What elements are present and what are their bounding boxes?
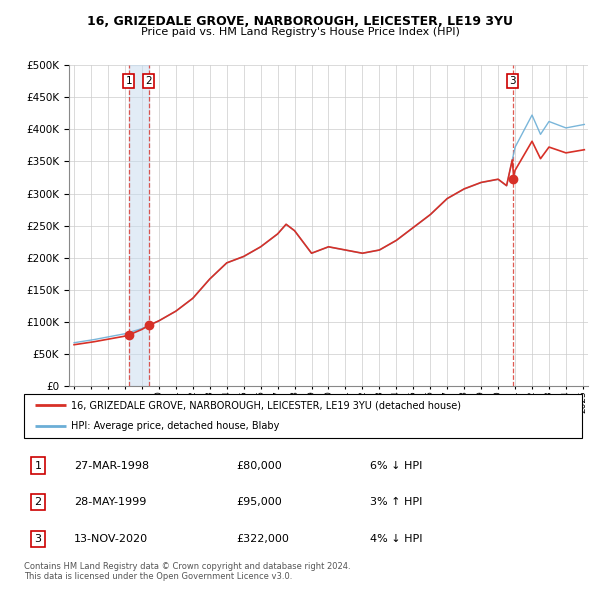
Text: 13-NOV-2020: 13-NOV-2020 <box>74 534 148 544</box>
Text: 1: 1 <box>34 461 41 470</box>
Text: £95,000: £95,000 <box>236 497 282 507</box>
Text: 3: 3 <box>34 534 41 544</box>
Text: 3% ↑ HPI: 3% ↑ HPI <box>370 497 422 507</box>
Text: £80,000: £80,000 <box>236 461 282 470</box>
Text: 4% ↓ HPI: 4% ↓ HPI <box>370 534 422 544</box>
Text: 1: 1 <box>125 76 132 86</box>
Bar <box>129 65 149 386</box>
Text: 16, GRIZEDALE GROVE, NARBOROUGH, LEICESTER, LE19 3YU (detached house): 16, GRIZEDALE GROVE, NARBOROUGH, LEICEST… <box>71 401 461 411</box>
Text: HPI: Average price, detached house, Blaby: HPI: Average price, detached house, Blab… <box>71 421 280 431</box>
Text: 28-MAY-1999: 28-MAY-1999 <box>74 497 146 507</box>
Text: 2: 2 <box>34 497 41 507</box>
Text: 16, GRIZEDALE GROVE, NARBOROUGH, LEICESTER, LE19 3YU: 16, GRIZEDALE GROVE, NARBOROUGH, LEICEST… <box>87 15 513 28</box>
Text: 6% ↓ HPI: 6% ↓ HPI <box>370 461 422 470</box>
Text: This data is licensed under the Open Government Licence v3.0.: This data is licensed under the Open Gov… <box>24 572 292 581</box>
Text: 27-MAR-1998: 27-MAR-1998 <box>74 461 149 470</box>
Text: £322,000: £322,000 <box>236 534 289 544</box>
Text: 2: 2 <box>146 76 152 86</box>
Text: 3: 3 <box>509 76 516 86</box>
Text: Price paid vs. HM Land Registry's House Price Index (HPI): Price paid vs. HM Land Registry's House … <box>140 27 460 37</box>
Text: Contains HM Land Registry data © Crown copyright and database right 2024.: Contains HM Land Registry data © Crown c… <box>24 562 350 571</box>
